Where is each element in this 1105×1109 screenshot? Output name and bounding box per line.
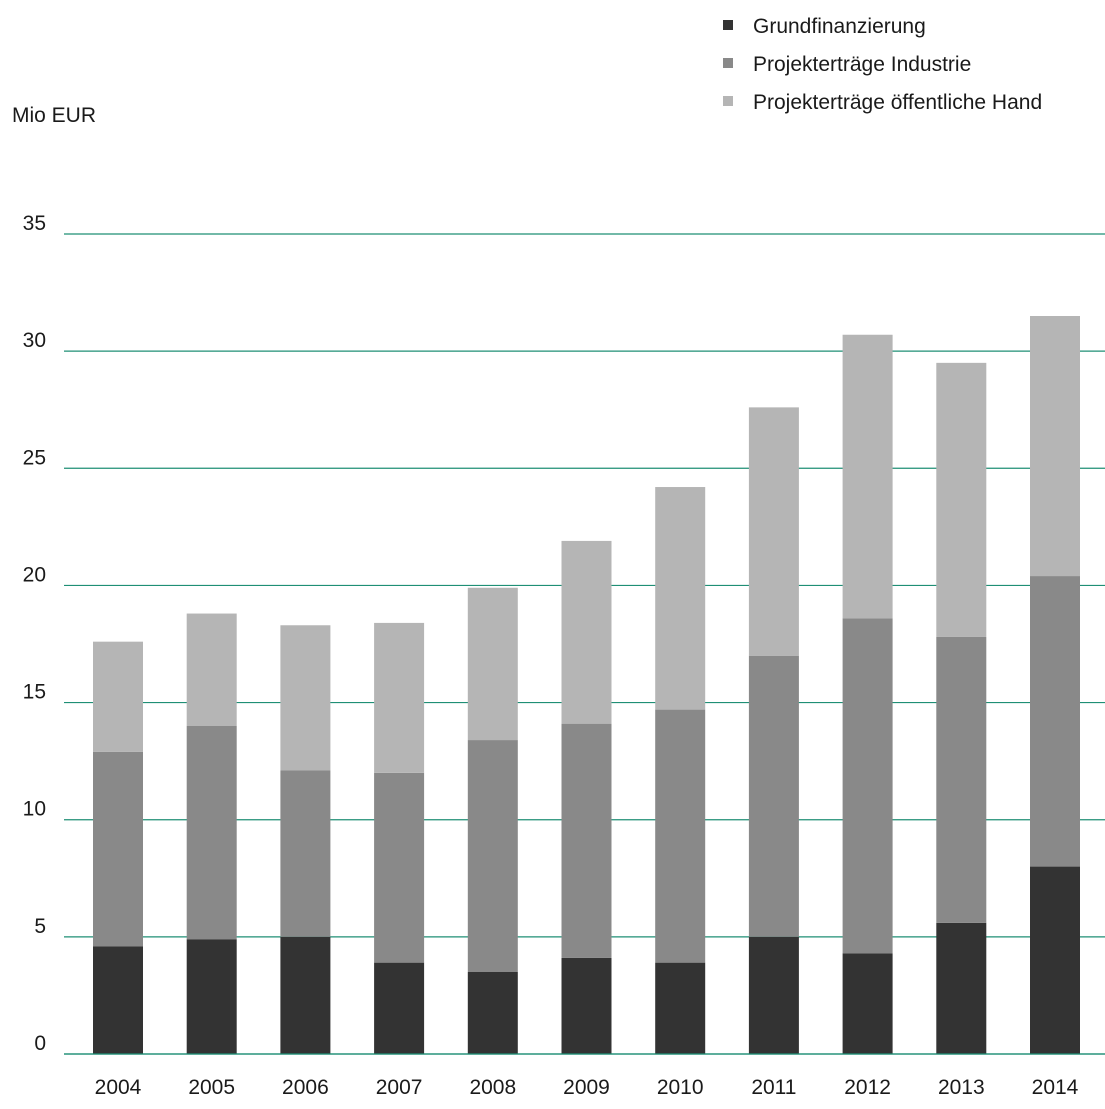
bar-segment-2006-series-2 (280, 625, 331, 771)
bar-segment-2013-series-0 (936, 922, 987, 1054)
bar-segment-2012-series-0 (842, 953, 893, 1054)
bar-segment-2011-series-1 (748, 655, 799, 937)
y-axis-unit-label: Mio EUR (12, 104, 96, 127)
bar-segment-2005-series-1 (186, 726, 237, 940)
y-tick-label: 25 (23, 446, 46, 469)
bar-segment-2014-series-1 (1030, 576, 1080, 867)
legend-item-0: Grundfinanzierung (723, 15, 926, 38)
bar-segment-2009-series-2 (561, 540, 612, 724)
bar-stack-2005 (186, 613, 237, 1054)
legend-item-1: Projekterträge Industrie (723, 53, 971, 76)
bar-stack-2004 (93, 641, 143, 1054)
legend-label: Projekterträge öffentliche Hand (753, 91, 1042, 114)
bar-segment-2011-series-2 (748, 407, 799, 656)
bar-segment-2012-series-2 (842, 334, 893, 619)
x-tick-label: 2006 (282, 1076, 329, 1099)
bar-stack-2007 (374, 622, 425, 1054)
bar-stack-2012 (842, 334, 893, 1054)
bar-segment-2007-series-0 (374, 962, 425, 1054)
bar-segment-2006-series-1 (280, 770, 331, 937)
y-tick-label: 35 (23, 212, 46, 235)
bar-segment-2008-series-2 (467, 587, 518, 741)
x-tick-label: 2010 (657, 1076, 704, 1099)
x-tick-label: 2011 (751, 1076, 796, 1099)
x-tick-label: 2009 (563, 1076, 610, 1099)
bar-segment-2007-series-2 (374, 622, 425, 773)
y-tick-label: 10 (23, 798, 46, 821)
bar-segment-2010-series-1 (655, 709, 706, 963)
bar-segment-2008-series-0 (467, 972, 518, 1054)
legend-item-2: Projekterträge öffentliche Hand (723, 91, 1042, 114)
bar-segment-2013-series-1 (936, 636, 987, 923)
legend: Grundfinanzierung Projekterträge Industri… (723, 15, 1042, 114)
bar-segment-2008-series-1 (467, 740, 518, 972)
legend-swatch (723, 20, 733, 30)
bar-stack-2011 (748, 407, 799, 1054)
bar-segment-2009-series-0 (561, 957, 612, 1054)
bar-stack-2009 (561, 540, 612, 1054)
bar-segment-2004-series-2 (93, 641, 143, 752)
x-tick-label: 2014 (1032, 1076, 1079, 1099)
bar-stack-2006 (280, 625, 331, 1054)
bar-stack-2010 (655, 487, 706, 1054)
x-tick-label: 2007 (376, 1076, 423, 1099)
bar-segment-2004-series-0 (93, 946, 143, 1054)
x-tick-label: 2013 (938, 1076, 985, 1099)
bar-segment-2010-series-2 (655, 487, 706, 710)
bar-segment-2012-series-1 (842, 618, 893, 954)
bar-segment-2005-series-0 (186, 939, 237, 1054)
x-axis-ticks: 2004 2005 2006 2007 2008 2009 2010 2011 2012 2013… (95, 1076, 1079, 1099)
x-tick-label: 2008 (469, 1076, 516, 1099)
y-tick-label: 5 (34, 915, 46, 938)
y-tick-label: 30 (23, 329, 46, 352)
bars (64, 316, 1105, 1055)
bar-segment-2010-series-0 (655, 962, 706, 1054)
x-tick-label: 2012 (844, 1076, 891, 1099)
legend-label: Projekterträge Industrie (753, 53, 971, 76)
y-tick-label: 20 (23, 563, 46, 586)
x-tick-label: 2005 (188, 1076, 235, 1099)
bar-segment-2014-series-2 (1030, 316, 1080, 577)
y-tick-label: 0 (34, 1032, 46, 1055)
bar-segment-2013-series-2 (936, 362, 987, 637)
legend-swatch (723, 58, 733, 68)
bar-segment-2007-series-1 (374, 772, 425, 963)
bar-segment-2014-series-0 (1030, 866, 1080, 1054)
x-tick-label: 2004 (95, 1076, 142, 1099)
bar-stack-2008 (467, 587, 518, 1054)
bar-stack-2014 (1030, 316, 1080, 1054)
bar-segment-2005-series-2 (186, 613, 237, 726)
bar-segment-2009-series-1 (561, 723, 612, 958)
bar-segment-2011-series-0 (748, 936, 799, 1054)
bar-segment-2004-series-1 (93, 751, 143, 947)
y-tick-label: 15 (23, 681, 46, 704)
y-axis-ticks: 0 5 10 15 20 25 30 35 (23, 212, 46, 1055)
bar-stack-2013 (936, 362, 987, 1054)
bar-segment-2006-series-0 (280, 936, 331, 1054)
legend-swatch (723, 96, 733, 106)
legend-label: Grundfinanzierung (753, 15, 926, 38)
